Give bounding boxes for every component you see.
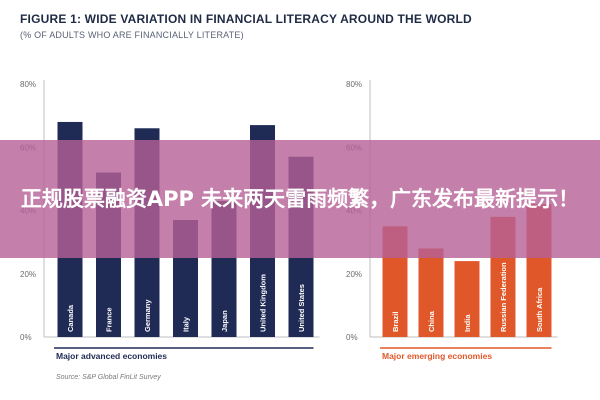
category-label: Canada xyxy=(66,304,75,332)
chart-title: FIGURE 1: WIDE VARIATION IN FINANCIAL LI… xyxy=(20,12,472,26)
category-label: Germany xyxy=(143,299,152,332)
category-label: United States xyxy=(297,284,306,332)
category-label: India xyxy=(463,314,472,332)
y-tick-label: 20% xyxy=(346,270,362,279)
category-label: South Africa xyxy=(535,287,544,332)
banner-text: 正规股票融资APP 未来两天雷雨频繁，广东发布最新提示！ xyxy=(20,187,580,211)
y-tick-label: 0% xyxy=(346,333,358,342)
y-tick-label: 20% xyxy=(20,270,36,279)
bar-india xyxy=(454,261,480,337)
category-label: China xyxy=(427,310,436,332)
source-note: Source: S&P Global FinLit Survey xyxy=(56,374,161,381)
group-label: Major advanced economies xyxy=(56,351,167,361)
category-label: Russian Federation xyxy=(499,262,508,332)
overlay-banner: 正规股票融资APP 未来两天雷雨频繁，广东发布最新提示！ xyxy=(0,140,600,258)
group-label: Major emerging economies xyxy=(382,351,492,361)
bar-china xyxy=(418,248,444,337)
category-label: France xyxy=(105,307,114,332)
category-label: Italy xyxy=(182,316,191,332)
y-tick-label: 80% xyxy=(346,80,362,89)
y-tick-label: 80% xyxy=(20,80,36,89)
chart-subtitle: (% OF ADULTS WHO ARE FINANCIALLY LITERAT… xyxy=(20,30,244,40)
y-tick-label: 0% xyxy=(20,333,32,342)
category-label: United Kingdom xyxy=(259,274,268,332)
category-label: Japan xyxy=(220,310,229,332)
category-label: Brazil xyxy=(391,312,400,332)
